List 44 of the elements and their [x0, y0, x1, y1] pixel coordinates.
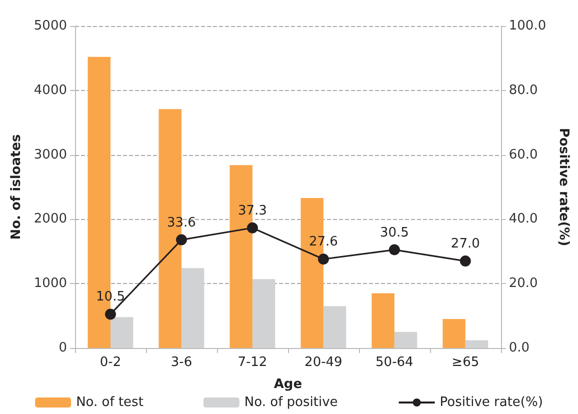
- legend-label: Positive rate(%): [440, 395, 543, 410]
- y-tick-label: 1000: [34, 276, 67, 292]
- y2-tick-label: 40.0: [508, 212, 538, 227]
- y2-tick-label: 60.0: [508, 147, 538, 162]
- x-tick-label: ≥65: [452, 355, 480, 370]
- point: [318, 254, 329, 265]
- x-axis-title: Age: [274, 377, 302, 392]
- bar: [110, 317, 134, 348]
- y2-tick-label: 0.0: [508, 340, 530, 356]
- point: [388, 244, 400, 256]
- bar: [252, 279, 276, 348]
- y-tick-label: 2000: [34, 212, 67, 227]
- point: [246, 222, 258, 234]
- y-tick-label: 3000: [34, 147, 67, 162]
- y2-tick-label: 80.0: [508, 82, 538, 98]
- bar: [394, 332, 418, 348]
- y-tick-label: 0: [58, 340, 67, 356]
- x-tick-label: 0-2: [100, 355, 122, 370]
- point: [105, 308, 116, 320]
- y-axis-title: No. of isloates: [9, 134, 24, 240]
- y-tick-label: 5000: [34, 18, 67, 34]
- data-label: 27.6: [308, 234, 338, 250]
- y2-axis-title: Positive rate(%): [556, 128, 571, 246]
- bar: [442, 319, 466, 348]
- data-label: 10.5: [96, 290, 125, 305]
- y2-tick-label: 100.0: [508, 18, 546, 34]
- data-label: 37.3: [238, 203, 267, 218]
- y2-tick-label: 20.0: [508, 276, 538, 292]
- bar: [372, 293, 394, 348]
- point: [176, 234, 187, 246]
- bar: [181, 268, 204, 348]
- legend-label: No. of positive: [244, 395, 338, 410]
- y-tick-label: 4000: [34, 82, 67, 98]
- x-tick-label: 3-6: [170, 355, 192, 370]
- data-label: 30.5: [380, 225, 409, 240]
- x-tick-label: 20-49: [304, 355, 342, 370]
- bar: [323, 306, 346, 348]
- legend-label: No. of test: [76, 395, 144, 410]
- x-tick-label: 7-12: [238, 355, 268, 370]
- data-label: 27.0: [450, 236, 480, 252]
- data-label: 33.6: [166, 215, 196, 230]
- bar: [465, 340, 488, 348]
- x-tick-label: 50-64: [376, 355, 414, 370]
- point: [460, 256, 471, 267]
